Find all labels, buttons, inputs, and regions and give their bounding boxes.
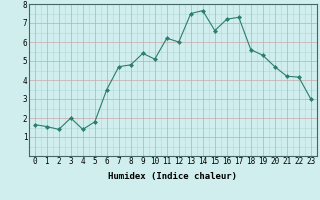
X-axis label: Humidex (Indice chaleur): Humidex (Indice chaleur) (108, 172, 237, 181)
